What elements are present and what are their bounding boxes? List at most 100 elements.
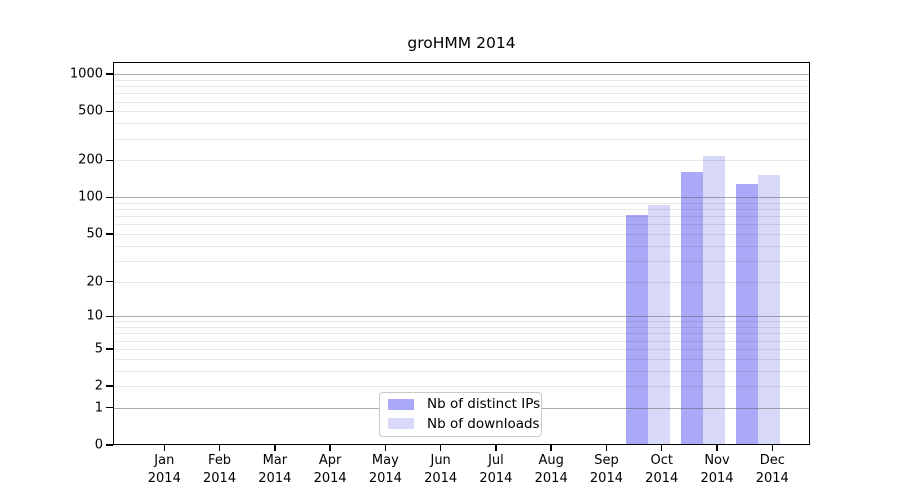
x-tick-month: Sep <box>594 453 619 468</box>
x-tick-label: Jun 2014 <box>424 452 457 488</box>
x-tick-year: 2014 <box>313 471 347 486</box>
x-tick-label: Apr 2014 <box>314 452 347 488</box>
gridline-minor <box>113 202 810 204</box>
gridline-minor <box>113 327 810 329</box>
bar-dec-nb-of-downloads <box>758 174 781 445</box>
y-tick-label: 100 <box>78 189 103 205</box>
x-tick-label: Sep 2014 <box>590 452 623 488</box>
y-tick-mark <box>106 233 113 235</box>
bar-nov-nb-of-distinct-ips <box>681 171 703 445</box>
x-tick-label: Mar 2014 <box>258 452 291 488</box>
x-tick-label: Feb 2014 <box>203 452 236 488</box>
gridline-minor <box>113 138 810 140</box>
gridline-minor <box>113 93 810 95</box>
y-tick-mark <box>106 159 113 162</box>
plot-area <box>113 62 810 445</box>
x-tick-month: Mar <box>262 453 288 468</box>
x-tick-mark <box>163 445 165 451</box>
bar-nov-nb-of-downloads <box>703 155 725 445</box>
y-tick-label: 1000 <box>69 66 103 82</box>
x-tick-month: Jul <box>488 453 504 468</box>
x-tick-label: Jan 2014 <box>148 452 181 488</box>
y-tick-mark <box>106 73 113 75</box>
gridline-minor <box>113 233 810 235</box>
y-tick-mark <box>106 280 113 283</box>
y-tick-label: 2 <box>94 378 103 394</box>
x-tick-year: 2014 <box>147 471 181 486</box>
x-tick-month: Jun <box>430 453 451 468</box>
gridline-minor <box>113 358 810 360</box>
x-tick-label: Oct 2014 <box>645 452 678 488</box>
legend: Nb of distinct IPs Nb of downloads <box>379 391 542 437</box>
gridline-minor <box>113 370 810 372</box>
x-tick-month: Oct <box>650 453 673 468</box>
x-tick-mark <box>661 445 663 451</box>
legend-item: Nb of downloads <box>388 414 540 434</box>
x-tick-label: Dec 2014 <box>756 452 789 488</box>
gridline-minor <box>113 209 810 211</box>
legend-swatch <box>388 418 414 430</box>
y-tick-mark <box>106 444 113 446</box>
x-tick-month: Feb <box>208 453 232 468</box>
y-tick-mark <box>106 348 113 350</box>
legend-swatch <box>388 398 414 410</box>
gridline-minor <box>113 260 810 262</box>
legend-item-label: Nb of distinct IPs <box>427 396 541 413</box>
y-tick-label: 20 <box>86 274 103 290</box>
gridline-minor <box>113 216 810 218</box>
gridline-minor <box>113 340 810 342</box>
y-tick-mark <box>106 407 113 409</box>
x-tick-mark <box>218 445 221 451</box>
x-tick-mark <box>274 445 276 451</box>
y-tick-label: 10 <box>86 308 103 324</box>
x-tick-mark <box>550 445 552 451</box>
x-tick-month: Apr <box>318 453 342 468</box>
gridline-minor <box>113 224 810 226</box>
x-tick-mark <box>329 445 331 451</box>
x-tick-year: 2014 <box>645 471 679 486</box>
x-tick-month: Aug <box>538 453 564 468</box>
x-tick-label: Nov 2014 <box>700 452 733 488</box>
gridline-minor <box>113 79 810 81</box>
gridline-major <box>113 197 810 199</box>
y-tick-label: 50 <box>86 226 103 242</box>
legend-item: Nb of distinct IPs <box>388 395 540 415</box>
x-tick-mark <box>384 445 387 451</box>
gridline-minor <box>113 111 810 113</box>
x-tick-month: May <box>371 453 399 468</box>
x-tick-year: 2014 <box>755 471 789 486</box>
y-tick-mark <box>106 315 113 317</box>
gridline-minor <box>113 386 810 388</box>
x-tick-month: Dec <box>759 453 785 468</box>
x-tick-year: 2014 <box>258 471 292 486</box>
x-tick-mark <box>439 445 442 451</box>
x-tick-label: Jul 2014 <box>479 452 512 488</box>
bar-oct-nb-of-downloads <box>647 205 670 445</box>
gridline-minor <box>113 281 810 283</box>
y-tick-mark <box>106 385 113 387</box>
legend-item-label: Nb of downloads <box>427 415 540 432</box>
y-tick-label: 0 <box>94 437 103 453</box>
x-tick-year: 2014 <box>589 471 623 486</box>
bar-oct-nb-of-distinct-ips <box>625 215 648 445</box>
gridline-minor <box>113 160 810 162</box>
chart-title: groHMM 2014 <box>407 34 516 52</box>
y-tick-label: 200 <box>78 152 103 168</box>
x-tick-month: Nov <box>704 453 730 468</box>
y-tick-mark <box>106 110 113 113</box>
x-tick-month: Jan <box>154 453 175 468</box>
x-tick-mark <box>771 445 773 451</box>
x-tick-year: 2014 <box>534 471 568 486</box>
x-tick-year: 2014 <box>368 471 402 486</box>
x-tick-year: 2014 <box>700 471 734 486</box>
gridline-minor <box>113 101 810 103</box>
gridline-minor <box>113 86 810 88</box>
gridline-minor <box>113 245 810 247</box>
gridline-minor <box>113 123 810 125</box>
x-tick-mark <box>716 445 718 451</box>
y-tick-label: 5 <box>94 341 103 357</box>
x-tick-year: 2014 <box>424 471 458 486</box>
gridline-minor <box>113 321 810 323</box>
x-tick-year: 2014 <box>203 471 237 486</box>
